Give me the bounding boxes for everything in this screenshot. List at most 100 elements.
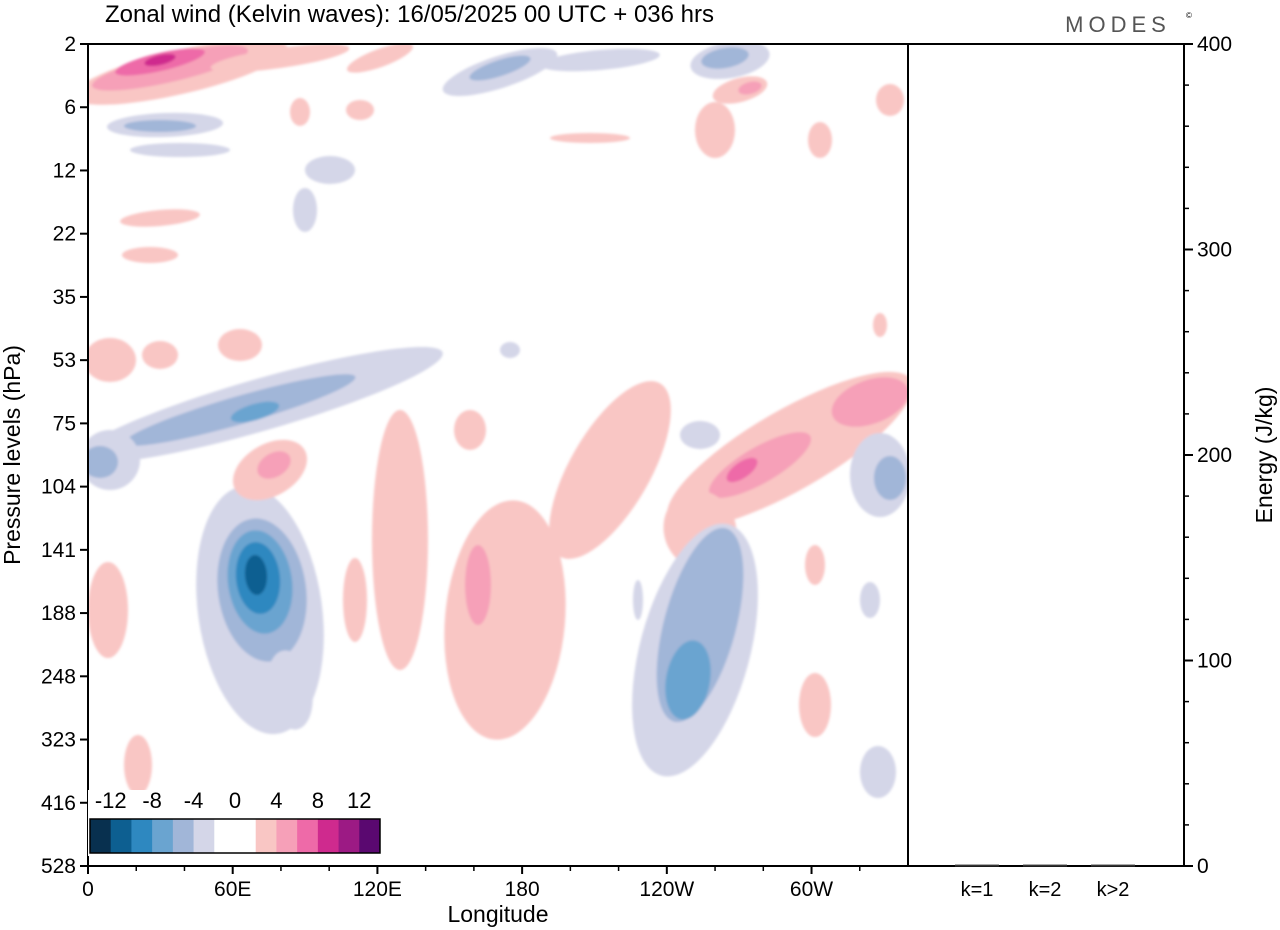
energy-bar-panel: 0 100 200 300 400 k=1 k=2 k>2 Energy (J/kg): [907, 33, 1277, 901]
energy-panel-frame: [907, 43, 1185, 867]
colorbar-swatch: [255, 819, 277, 853]
x-tick-label: 120W: [639, 878, 694, 901]
colorbar-tick-label: -8: [142, 788, 162, 813]
y-tick-label: 35: [53, 286, 76, 309]
colorbar-tick-label: 4: [270, 788, 282, 813]
wind-blob: [210, 44, 350, 72]
energy-category-label: k=1: [961, 879, 994, 901]
wind-blob: [120, 209, 200, 227]
x-tick-label: 180: [505, 878, 540, 901]
colorbar-swatch: [131, 819, 153, 853]
energy-bar: [1023, 864, 1067, 867]
y-tick-label: 22: [53, 223, 76, 246]
energy-tick-label: 100: [1197, 650, 1232, 673]
wind-blob: [343, 558, 367, 642]
colorbar-swatch: [297, 819, 319, 853]
wind-blob: [469, 55, 531, 81]
wind-blob: [808, 122, 832, 158]
y-tick-label: 75: [53, 412, 76, 435]
wind-blob: [701, 47, 749, 69]
wind-blob: [122, 247, 178, 263]
wind-blob: [550, 133, 630, 143]
wind-blob: [346, 100, 374, 120]
colorbar-tick-label: 0: [229, 788, 241, 813]
colorbar-tick-label: 12: [347, 788, 371, 813]
colorbar-swatch: [193, 819, 215, 853]
y-tick-label: 53: [53, 349, 76, 372]
wind-blob: [680, 421, 720, 449]
y-axis-label: Pressure levels (hPa): [0, 345, 25, 565]
wind-blob: [799, 673, 831, 737]
y-tick-label: 12: [53, 159, 76, 182]
colorbar-tick-label: -12: [95, 788, 127, 813]
energy-tick-label: 300: [1197, 239, 1232, 262]
x-tick-label: 0: [82, 878, 94, 901]
y-tick-label: 6: [64, 96, 76, 119]
wind-blob: [305, 156, 355, 184]
colorbar-swatch: [317, 819, 340, 853]
brand-logo: MODES: [1065, 12, 1171, 37]
energy-tick-label: 400: [1197, 33, 1232, 56]
wind-blob: [540, 48, 660, 72]
energy-category-label: k>2: [1097, 879, 1130, 901]
colorbar-swatch: [152, 819, 174, 853]
energy-category-label: k=2: [1029, 879, 1062, 901]
wind-blob: [665, 640, 711, 720]
wind-blob: [873, 313, 887, 337]
wind-blob: [124, 120, 196, 132]
wind-blob: [124, 735, 152, 795]
colorbar-swatch: [359, 819, 381, 853]
y-tick-label: 248: [41, 665, 76, 688]
wind-blob: [860, 582, 880, 618]
colorbar-tick-label: -4: [184, 788, 204, 813]
wind-blob: [346, 44, 414, 73]
y-axis-ticks: 2 6 12 22 35 53 75 104 141 188 248 323 416 528: [41, 33, 88, 878]
wind-blob: [267, 650, 313, 730]
y-tick-label: 2: [64, 33, 76, 56]
colorbar-swatch: [90, 819, 112, 853]
y-tick-label: 104: [41, 476, 76, 499]
wind-blob: [726, 457, 758, 483]
wind-blob: [831, 377, 908, 427]
wind-blob: [860, 746, 896, 798]
chart-title: Zonal wind (Kelvin waves): 16/05/2025 00…: [105, 1, 714, 28]
colorbar-swatch: [172, 819, 195, 853]
wind-blob: [633, 580, 643, 620]
y-tick-label: 188: [41, 602, 76, 625]
energy-tick-label: 0: [1197, 855, 1209, 878]
wind-blob: [500, 342, 520, 358]
wind-blob: [130, 143, 230, 157]
wind-blob: [88, 338, 136, 382]
wind-blob: [88, 562, 128, 658]
wind-blob: [465, 545, 491, 625]
wind-blob: [144, 53, 176, 67]
y-tick-label: 416: [41, 792, 76, 815]
energy-tick-label: 200: [1197, 444, 1232, 467]
energy-bar: [955, 864, 999, 867]
energy-bar: [1091, 864, 1135, 867]
wind-blob: [876, 84, 904, 116]
colorbar-tick-label: 8: [312, 788, 324, 813]
wind-blob: [230, 401, 280, 423]
wind-blob: [695, 102, 735, 158]
wind-blob: [218, 329, 262, 361]
wind-blob: [372, 410, 428, 670]
x-tick-label: 60E: [214, 878, 251, 901]
x-axis-ticks: 0 60E 120E 180 120W 60W: [82, 866, 861, 901]
brand-mark: ©: [1186, 11, 1192, 20]
colorbar-swatch: [214, 819, 236, 853]
wind-blob: [874, 456, 906, 500]
colorbar-swatch: [235, 819, 257, 853]
zonal-wind-heatmap: [88, 44, 908, 866]
wind-blob: [454, 410, 486, 450]
wind-blob: [738, 81, 762, 95]
x-axis-label: Longitude: [447, 901, 548, 927]
colorbar-frame: [89, 818, 381, 854]
wind-blob: [257, 451, 291, 479]
x-tick-label: 60W: [790, 878, 833, 901]
colorbar: -12 -8 -4 0 4 8 12: [88, 788, 382, 856]
colorbar-swatch: [276, 819, 298, 853]
colorbar-swatch: [338, 819, 360, 853]
wind-blob: [244, 555, 268, 595]
